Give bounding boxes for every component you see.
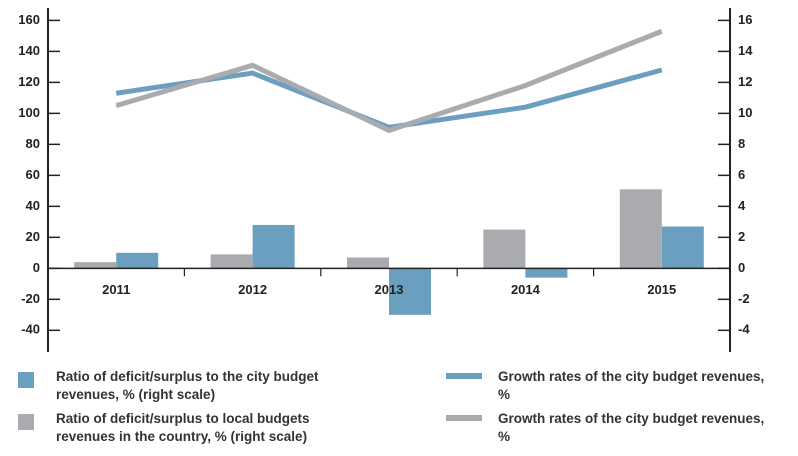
y2-tick-label: 8 xyxy=(738,136,745,151)
y-tick-label: 100 xyxy=(18,105,40,120)
y2-tick-label: 10 xyxy=(738,105,752,120)
y-tick-label: 60 xyxy=(26,167,40,182)
y-tick-label: 80 xyxy=(26,136,40,151)
y2-tick-label: 2 xyxy=(738,229,745,244)
legend-swatch xyxy=(18,372,34,388)
bar xyxy=(74,262,117,269)
legend-swatch xyxy=(446,373,482,379)
bar xyxy=(525,268,568,278)
legend-label: Growth rates of the city budget revenues… xyxy=(498,411,765,444)
line xyxy=(115,28,663,134)
x-tick-label: 2013 xyxy=(375,282,404,297)
y-tick-label: 160 xyxy=(18,12,40,27)
legend: Ratio of deficit/surplus to the city bud… xyxy=(16,368,776,452)
legend-item: Growth rates of the city budget revenues… xyxy=(446,410,776,452)
y-tick-label: 120 xyxy=(18,74,40,89)
legend-item: Growth rates of the city budget revenues… xyxy=(446,368,776,410)
y2-tick-label: 6 xyxy=(738,167,745,182)
y2-tick-label: 14 xyxy=(738,43,753,58)
bar xyxy=(210,254,253,269)
y2-tick-label: -2 xyxy=(738,291,750,306)
chart: -40-20020406080100120140160-4-2024681012… xyxy=(18,8,753,352)
bar xyxy=(252,224,295,269)
legend-swatch xyxy=(18,414,34,430)
y-tick-label: -20 xyxy=(21,291,40,306)
x-tick-label: 2014 xyxy=(511,282,541,297)
y-tick-label: 140 xyxy=(18,43,40,58)
bar xyxy=(661,226,704,269)
y-tick-label: 20 xyxy=(26,229,40,244)
y-tick-label: 40 xyxy=(26,198,40,213)
x-tick-label: 2015 xyxy=(647,282,676,297)
legend-label: Ratio of deficit/surplus to local budget… xyxy=(56,411,310,444)
y-tick-label: 0 xyxy=(33,260,40,275)
bar xyxy=(116,252,159,269)
x-tick-label: 2011 xyxy=(102,282,130,297)
legend-item: Ratio of deficit/surplus to local budget… xyxy=(16,410,446,452)
bar xyxy=(389,268,431,315)
legend-label: Growth rates of the city budget revenues… xyxy=(498,369,765,402)
y2-tick-label: 16 xyxy=(738,12,752,27)
y2-tick-label: 0 xyxy=(738,260,745,275)
legend-item: Ratio of deficit/surplus to the city bud… xyxy=(16,368,446,410)
y2-tick-label: 4 xyxy=(738,198,746,213)
y2-tick-label: 12 xyxy=(738,74,752,89)
legend-label: Ratio of deficit/surplus to the city bud… xyxy=(56,369,319,402)
x-tick-label: 2012 xyxy=(238,282,267,297)
line xyxy=(115,67,663,130)
y-tick-label: -40 xyxy=(21,322,40,337)
legend-swatch xyxy=(446,415,482,421)
y2-tick-label: -4 xyxy=(738,322,750,337)
bar xyxy=(347,257,389,269)
bar xyxy=(619,189,662,269)
bar xyxy=(483,229,526,269)
